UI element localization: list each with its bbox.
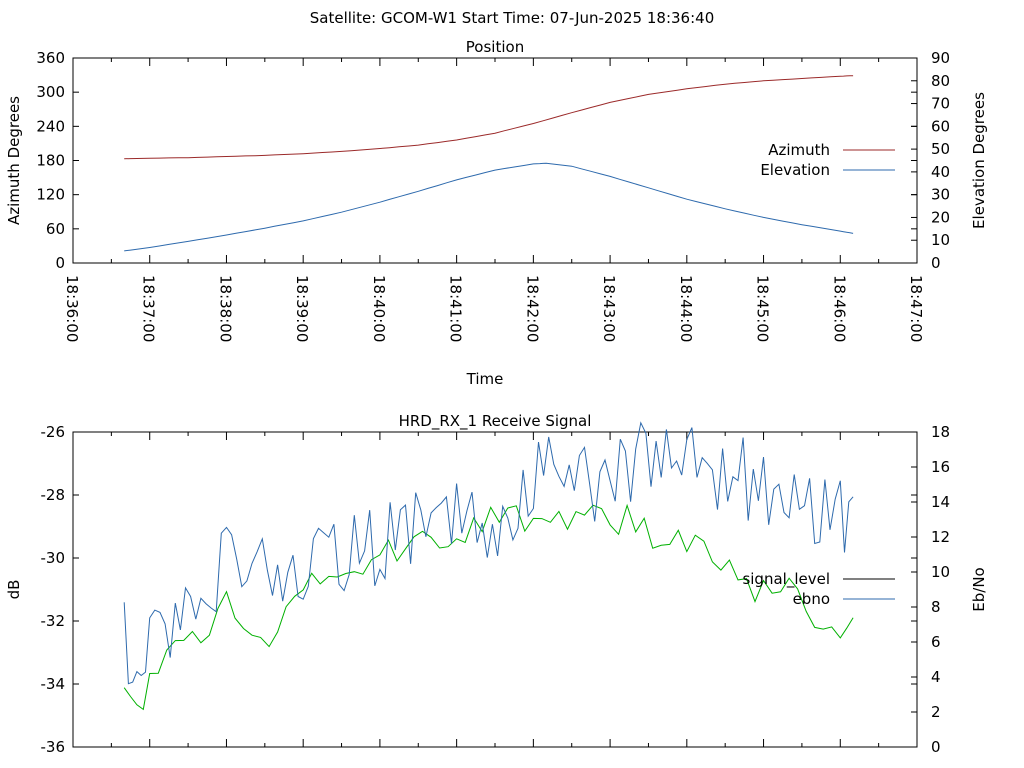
y2-tick-label: 40 <box>931 163 950 181</box>
y2-tick-label: 50 <box>931 140 950 158</box>
y-tick-label: 300 <box>36 83 65 101</box>
y2-tick-label: 20 <box>931 208 950 226</box>
legend-label: Azimuth <box>768 141 830 159</box>
y-tick-label: -30 <box>41 549 66 567</box>
x-tick-label: 18:36:00 <box>63 275 81 342</box>
y2-tick-label: 4 <box>931 668 941 686</box>
y2-axis-label: Eb/No <box>970 567 988 611</box>
series-line-azimuth <box>124 75 854 160</box>
y2-tick-label: 10 <box>931 231 950 249</box>
y-tick-label: 240 <box>36 117 65 135</box>
series-line-signal-level <box>123 503 854 711</box>
y2-tick-label: 8 <box>931 598 941 616</box>
x-tick-label: 18:41:00 <box>447 275 465 342</box>
x-tick-label: 18:42:00 <box>523 275 541 342</box>
x-tick-label: 18:39:00 <box>293 275 311 342</box>
y-tick-label: -34 <box>41 675 66 693</box>
legend-label: Elevation <box>760 161 830 179</box>
y-axis-label: Azimuth Degrees <box>5 96 23 225</box>
y2-tick-label: 80 <box>931 72 950 90</box>
y2-tick-label: 60 <box>931 117 950 135</box>
y2-tick-label: 70 <box>931 95 950 113</box>
x-tick-label: 18:44:00 <box>677 275 695 342</box>
chart-title: HRD_RX_1 Receive Signal <box>399 412 592 431</box>
y2-tick-label: 14 <box>931 493 950 511</box>
x-axis-label: Time <box>466 370 504 388</box>
x-tick-label: 18:45:00 <box>754 275 772 342</box>
plot-frame <box>72 431 918 748</box>
y2-tick-label: 18 <box>931 423 950 441</box>
y-tick-label: -32 <box>41 612 66 630</box>
y2-tick-label: 12 <box>931 528 950 546</box>
receive-signal-chart: HRD_RX_1 Receive Signal -36 -34 -32 -30 -28 -2… <box>5 412 988 756</box>
x-tick-label: 18:40:00 <box>370 275 388 342</box>
y-tick-label: 360 <box>36 49 65 67</box>
y-tick-label: 60 <box>46 220 65 238</box>
x-tick-label: 18:47:00 <box>907 275 925 342</box>
x-tick-label: 18:38:00 <box>216 275 234 342</box>
y2-tick-label: 0 <box>931 254 941 272</box>
series-line-ebno <box>123 421 854 685</box>
y-tick-label: 0 <box>55 254 65 272</box>
position-chart: Position 0 60 120 180 240 300 360 0 10 20 30 40 50 60 7… <box>5 38 988 388</box>
x-tick-label: 18:37:00 <box>140 275 158 342</box>
y2-tick-label: 16 <box>931 458 950 476</box>
y2-tick-label: 0 <box>931 738 941 756</box>
series-line-elevation <box>124 162 854 252</box>
y-tick-label: 180 <box>36 152 65 170</box>
chart-header-title: Satellite: GCOM-W1 Start Time: 07-Jun-20… <box>310 9 715 27</box>
y-tick-label: -26 <box>41 423 66 441</box>
legend-label: ebno <box>793 590 830 608</box>
y-tick-label: 120 <box>36 186 65 204</box>
y2-tick-label: 10 <box>931 563 950 581</box>
x-tick-label: 18:43:00 <box>600 275 618 342</box>
y2-tick-label: 2 <box>931 703 941 721</box>
y-tick-label: -28 <box>41 486 66 504</box>
chart-title: Position <box>466 38 524 56</box>
y-tick-label: -36 <box>41 738 66 756</box>
legend-label: signal_level <box>742 570 830 589</box>
y2-axis-label: Elevation Degrees <box>970 92 988 229</box>
y2-tick-label: 90 <box>931 49 950 67</box>
y-axis-label: dB <box>5 580 23 600</box>
y2-tick-label: 30 <box>931 186 950 204</box>
y2-tick-label: 6 <box>931 633 941 651</box>
x-tick-label: 18:46:00 <box>830 275 848 342</box>
